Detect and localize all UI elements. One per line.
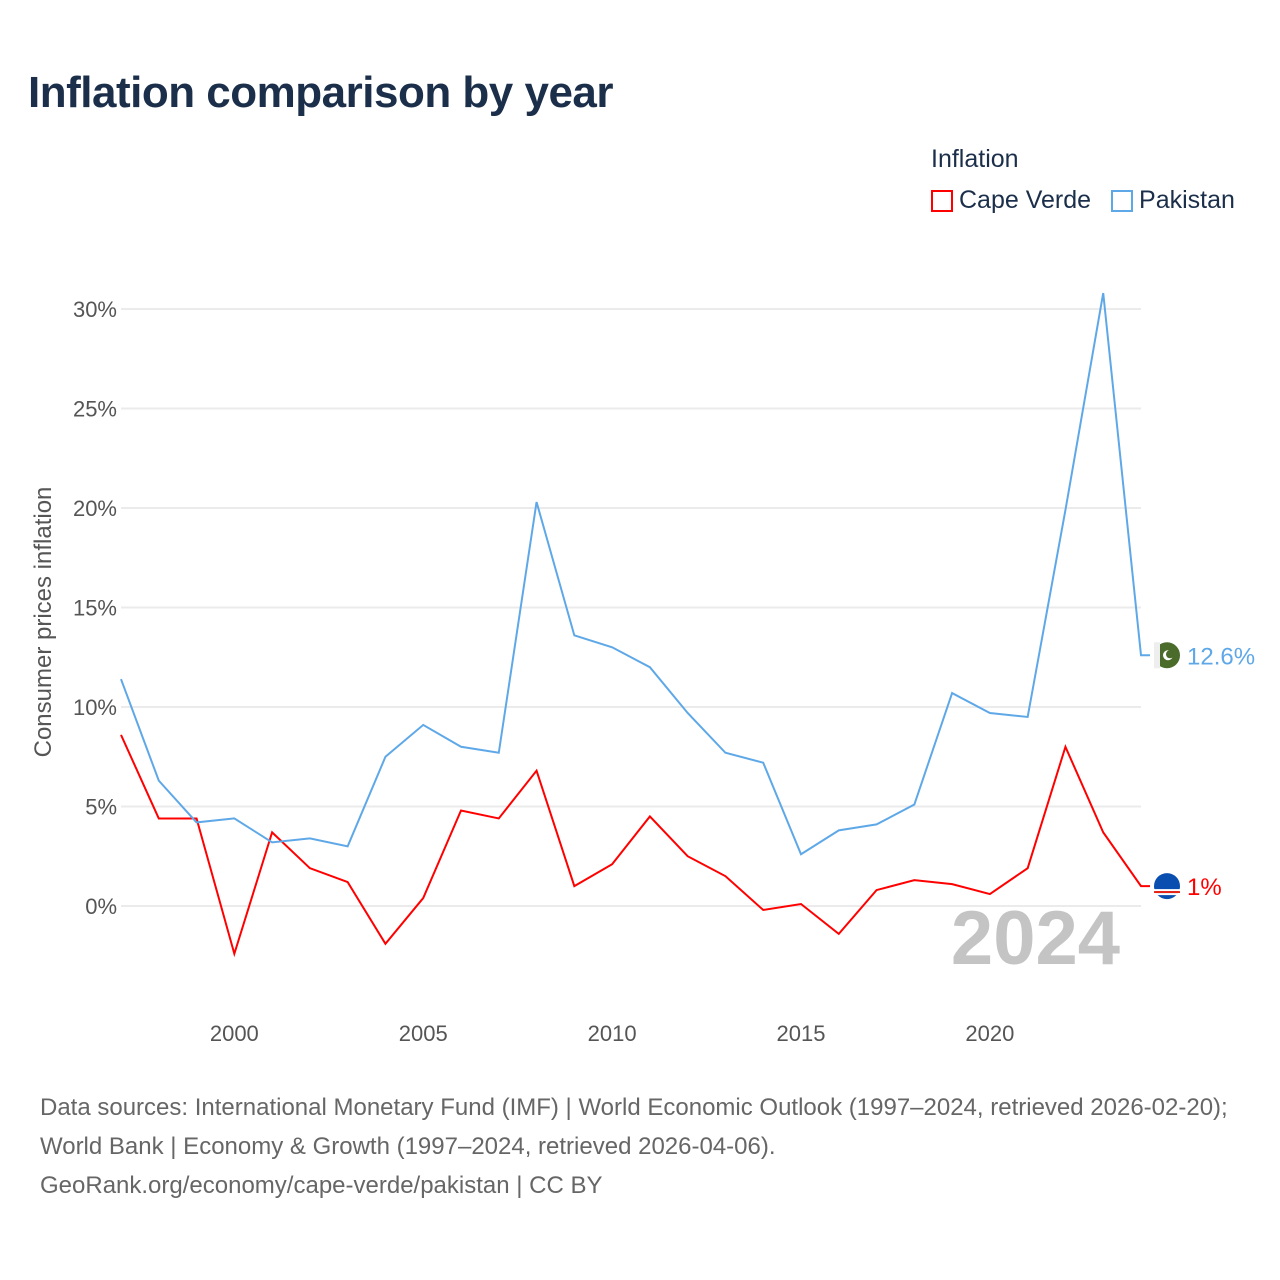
data-source: Data sources: International Monetary Fun… (40, 1088, 1250, 1205)
legend-swatch-pakistan (1111, 189, 1134, 212)
y-tick-label: 20% (73, 496, 117, 521)
year-watermark: 2024 (951, 896, 1120, 981)
flag-stripe (1154, 642, 1160, 669)
x-tick-label: 2005 (399, 1021, 448, 1046)
cape-verde-flag-icon (1154, 873, 1180, 900)
legend-item-pakistan[interactable]: Pakistan (1111, 186, 1235, 215)
series-line-pakistan (120, 292, 1150, 856)
x-tick-label: 2010 (588, 1021, 637, 1046)
x-tick-label: 2015 (777, 1021, 826, 1046)
source-text: Data sources: International Monetary Fun… (40, 1094, 1228, 1160)
y-tick-label: 0% (85, 894, 117, 919)
crescent-cut (1166, 650, 1174, 659)
series-line-cape-verde (120, 734, 1150, 958)
flag-field (1154, 873, 1180, 900)
flag-stripe (1154, 891, 1180, 894)
flag-stripe (1154, 893, 1180, 896)
end-value-label: 1% (1187, 874, 1222, 901)
y-tick-label: 25% (73, 397, 117, 422)
legend-label-cape-verde: Cape Verde (959, 186, 1092, 214)
source-link[interactable]: GeoRank.org/economy/cape-verde/pakistan … (40, 1172, 603, 1199)
y-tick-label: 5% (85, 795, 117, 820)
chart-title: Inflation comparison by year (28, 68, 614, 117)
legend-swatch-cape-verde (931, 189, 953, 212)
legend: Cape Verde Pakistan (931, 186, 1235, 215)
y-tick-label: 10% (73, 695, 117, 720)
y-axis-label: Consumer prices inflation (30, 487, 57, 758)
flag-stripe (1154, 889, 1180, 892)
legend-title: Inflation (931, 145, 1019, 173)
legend-label-pakistan: Pakistan (1139, 186, 1235, 214)
legend-item-cape-verde[interactable]: Cape Verde (931, 186, 1091, 215)
y-tick-label: 30% (73, 297, 117, 322)
pakistan-flag-icon (1154, 642, 1180, 669)
y-tick-label: 15% (73, 596, 117, 621)
x-tick-label: 2020 (965, 1021, 1014, 1046)
end-value-label: 12.6% (1187, 643, 1255, 670)
x-tick-label: 2000 (210, 1021, 259, 1046)
